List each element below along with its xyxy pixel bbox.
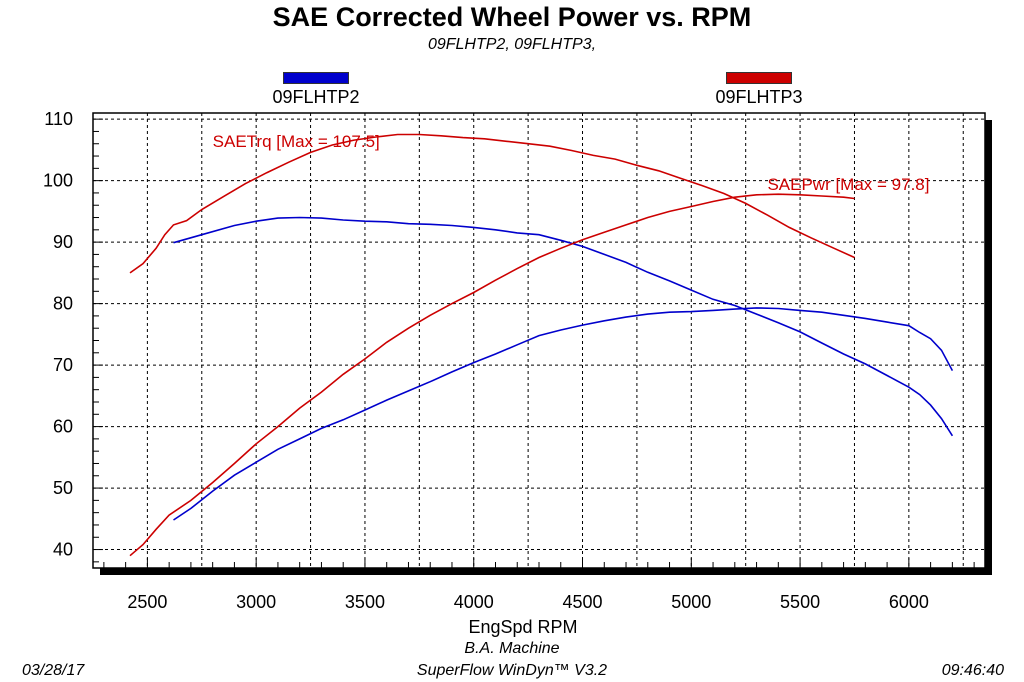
series-line-09flhtp2-saepwr — [173, 307, 954, 521]
footer-date: 03/28/17 — [22, 662, 85, 679]
y-tick-label: 40 — [53, 540, 73, 560]
y-tick-label: 50 — [53, 478, 73, 498]
chart-title: SAE Corrected Wheel Power vs. RPM — [272, 2, 752, 32]
y-tick-label: 110 — [44, 109, 73, 129]
x-tick-label: 3500 — [345, 592, 385, 612]
legend-item-09flhtp2: 09FLHTP2 — [236, 72, 396, 108]
footer-shop: B.A. Machine — [464, 640, 560, 657]
x-tick-label: 2500 — [127, 592, 167, 612]
chart-subtitle: 09FLHTP2, 09FLHTP3, — [427, 36, 597, 53]
x-tick-label: 4500 — [562, 592, 602, 612]
x-tick-label: 5000 — [671, 592, 711, 612]
x-tick-label: 5500 — [780, 592, 820, 612]
y-tick-label: 90 — [53, 232, 73, 252]
y-tick-label: 100 — [43, 171, 73, 191]
y-tick-label: 70 — [53, 355, 73, 375]
footer-time: 09:46:40 — [941, 662, 1004, 679]
legend-item-09flhtp3: 09FLHTP3 — [679, 72, 839, 108]
footer-software: SuperFlow WinDyn™ V3.2 — [416, 662, 608, 679]
series-line-09flhtp2-saetrq — [173, 216, 954, 437]
legend-label-09flhtp3: 09FLHTP3 — [715, 87, 803, 107]
series-line-09flhtp3-saepwr — [129, 193, 855, 557]
x-tick-label: 4000 — [454, 592, 494, 612]
x-axis-title: EngSpd RPM — [468, 617, 577, 637]
legend-label-09flhtp2: 09FLHTP2 — [272, 87, 360, 107]
legend-swatch-09flhtp3 — [726, 72, 792, 84]
annotation-1: SAEPwr [Max = 97.8] — [767, 175, 929, 194]
y-tick-label: 60 — [53, 417, 73, 437]
x-tick-label: 3000 — [236, 592, 276, 612]
series-line-09flhtp3-saetrq — [129, 133, 855, 274]
annotation-0: SAETrq [Max = 107.5] — [213, 132, 380, 151]
legend-swatch-09flhtp2 — [283, 72, 349, 84]
plot-area — [92, 112, 986, 569]
y-tick-label: 80 — [53, 294, 73, 314]
x-tick-label: 6000 — [889, 592, 929, 612]
